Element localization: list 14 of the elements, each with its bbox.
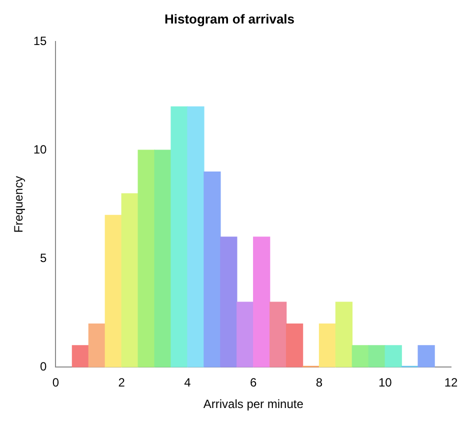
y-tick-label: 0 [40, 360, 48, 374]
y-tick-label: 5 [40, 250, 48, 265]
x-tick-label: 2 [118, 376, 126, 390]
x-tick-label: 10 [378, 376, 392, 390]
y-axis-title: Frequency [12, 176, 26, 233]
x-tick-label: 4 [184, 376, 192, 390]
y-tick-label: 10 [33, 142, 48, 156]
x-tick-label: 0 [52, 376, 60, 390]
x-axis-title: Arrivals per minute [203, 397, 304, 412]
chart-title: Histogram of arrivals [164, 11, 295, 26]
x-tick-label: 6 [250, 376, 258, 390]
x-tick-label: 8 [316, 376, 323, 390]
y-tick-label: 15 [33, 34, 48, 48]
x-tick-label: 12 [444, 376, 458, 390]
